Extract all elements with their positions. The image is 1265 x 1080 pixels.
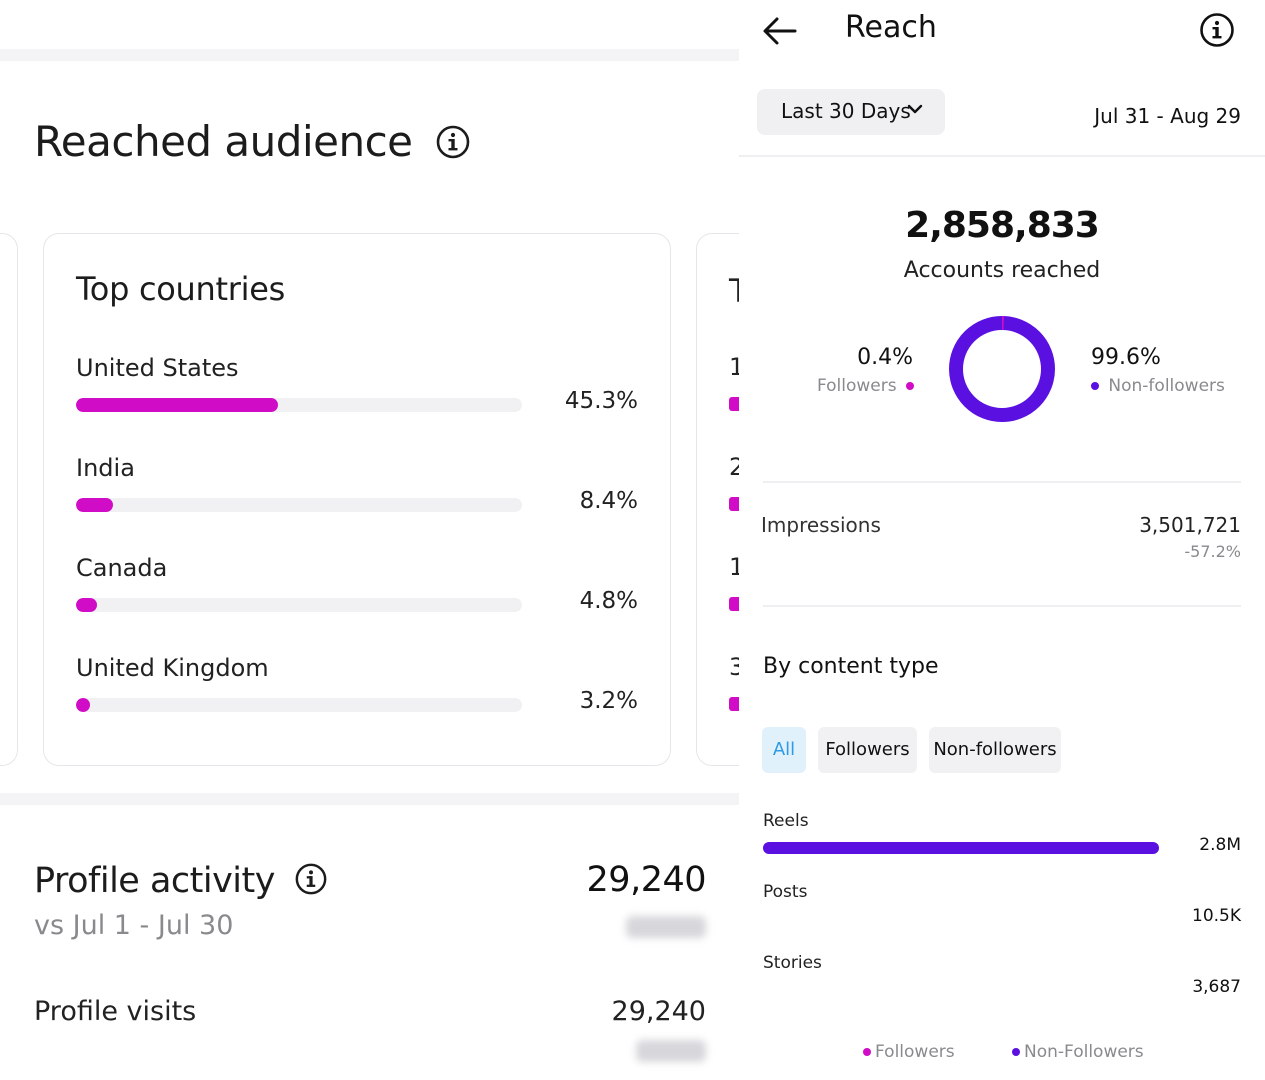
country-bar-track	[76, 598, 522, 612]
top-countries-card: Top countries United States 45.3% India …	[43, 233, 671, 766]
section-divider	[0, 49, 739, 61]
section-divider	[0, 793, 739, 805]
info-icon[interactable]	[435, 124, 471, 160]
filter-chip-nonfollowers[interactable]: Non-followers	[929, 727, 1061, 773]
country-label-canada: Canada	[76, 554, 168, 582]
content-type-title: By content type	[763, 654, 939, 679]
divider	[739, 155, 1265, 157]
date-range-label: Last 30 Days	[781, 99, 911, 123]
nonfollowers-dot-icon	[1012, 1048, 1020, 1056]
country-percentage: 8.4%	[579, 488, 638, 514]
country-bar-fill	[76, 498, 113, 512]
divider	[763, 605, 1241, 607]
country-label-india: India	[76, 454, 135, 482]
country-label-united-kingdom: United Kingdom	[76, 654, 269, 682]
accounts-reached-count: 2,858,833	[905, 205, 1100, 246]
profile-visits-label: Profile visits	[34, 996, 197, 1027]
country-bar-track	[76, 398, 522, 412]
chevron-down-icon	[907, 104, 923, 114]
next-card-row-fragment: 3	[729, 653, 739, 681]
filter-chip-all[interactable]: All	[762, 727, 806, 773]
followers-donut-chart	[949, 316, 1055, 422]
next-card-bar-fragment	[729, 497, 739, 511]
profile-activity-heading: Profile activity	[34, 861, 328, 901]
divider	[763, 481, 1241, 483]
profile-activity-title: Profile activity	[34, 861, 275, 901]
country-bar-fill	[76, 698, 90, 712]
back-arrow-icon[interactable]	[761, 14, 799, 48]
info-icon[interactable]	[294, 862, 328, 896]
reached-audience-heading: Reached audience	[34, 117, 471, 166]
legend-followers: Followers	[863, 1042, 955, 1062]
next-card-bar-fragment	[729, 397, 739, 411]
next-card-row-fragment: 1	[729, 553, 739, 581]
content-type-label-posts: Posts	[763, 882, 808, 902]
previous-card-edge	[0, 233, 18, 766]
next-card-title-fragment: T	[729, 272, 739, 310]
reached-audience-title: Reached audience	[34, 117, 413, 166]
date-range-text: Jul 31 - Aug 29	[1094, 104, 1241, 128]
donut-nonfollowers-ring	[949, 316, 1055, 422]
content-type-value-reels: 2.8M	[1199, 835, 1241, 855]
legend-nonfollowers: Non-Followers	[1012, 1042, 1144, 1062]
country-percentage: 4.8%	[579, 588, 638, 614]
reach-panel: Reach Last 30 Days Jul 31 - Aug 29 2,858…	[739, 0, 1265, 1080]
country-bar-track	[76, 698, 522, 712]
nonfollowers-percentage: 99.6%	[1091, 345, 1161, 370]
content-type-value-stories: 3,687	[1192, 977, 1241, 997]
impressions-delta: -57.2%	[1184, 542, 1241, 561]
legend-nonfollowers-label: Non-Followers	[1024, 1042, 1144, 1062]
legend-followers-label: Followers	[875, 1042, 955, 1062]
followers-legend-label: Followers	[816, 376, 897, 396]
blurred-delta	[626, 916, 706, 938]
comparison-period: vs Jul 1 - Jul 30	[34, 910, 234, 941]
followers-dot-icon	[906, 382, 914, 390]
content-type-label-reels: Reels	[763, 811, 809, 831]
country-bar-fill	[76, 598, 97, 612]
country-percentage: 45.3%	[564, 388, 638, 414]
followers-legend: Followers	[817, 376, 914, 396]
country-bar-fill	[76, 398, 278, 412]
blurred-delta	[636, 1040, 706, 1062]
impressions-label: Impressions	[761, 513, 881, 537]
accounts-reached-label: Accounts reached	[903, 258, 1101, 283]
nonfollowers-legend-label: Non-followers	[1108, 376, 1225, 396]
profile-visits-value: 29,240	[611, 996, 706, 1027]
donut-followers-segment	[949, 316, 1055, 422]
next-card-row-fragment: 1	[729, 353, 739, 381]
country-label-united-states: United States	[76, 354, 239, 382]
country-bar-track	[76, 498, 522, 512]
followers-percentage: 0.4%	[857, 345, 913, 370]
next-card-bar-fragment	[729, 697, 739, 711]
content-type-value-posts: 10.5K	[1192, 906, 1241, 926]
impressions-value: 3,501,721	[1139, 513, 1241, 537]
filter-chip-followers[interactable]: Followers	[818, 727, 917, 773]
page-title: Reach	[845, 10, 937, 45]
content-type-bar-reels	[763, 842, 1159, 854]
next-card-bar-fragment	[729, 597, 739, 611]
country-percentage: 3.2%	[579, 688, 638, 714]
content-type-label-stories: Stories	[763, 953, 822, 973]
nonfollowers-legend: Non-followers	[1091, 376, 1225, 396]
nonfollowers-dot-icon	[1091, 382, 1099, 390]
followers-dot-icon	[863, 1048, 871, 1056]
info-icon[interactable]	[1199, 12, 1235, 48]
next-card-row-fragment: 2	[729, 453, 739, 481]
reached-audience-panel: Reached audience Top countries United St…	[0, 49, 739, 1062]
profile-activity-total: 29,240	[586, 860, 707, 900]
top-countries-title: Top countries	[76, 270, 285, 308]
date-range-dropdown[interactable]: Last 30 Days	[757, 89, 945, 135]
